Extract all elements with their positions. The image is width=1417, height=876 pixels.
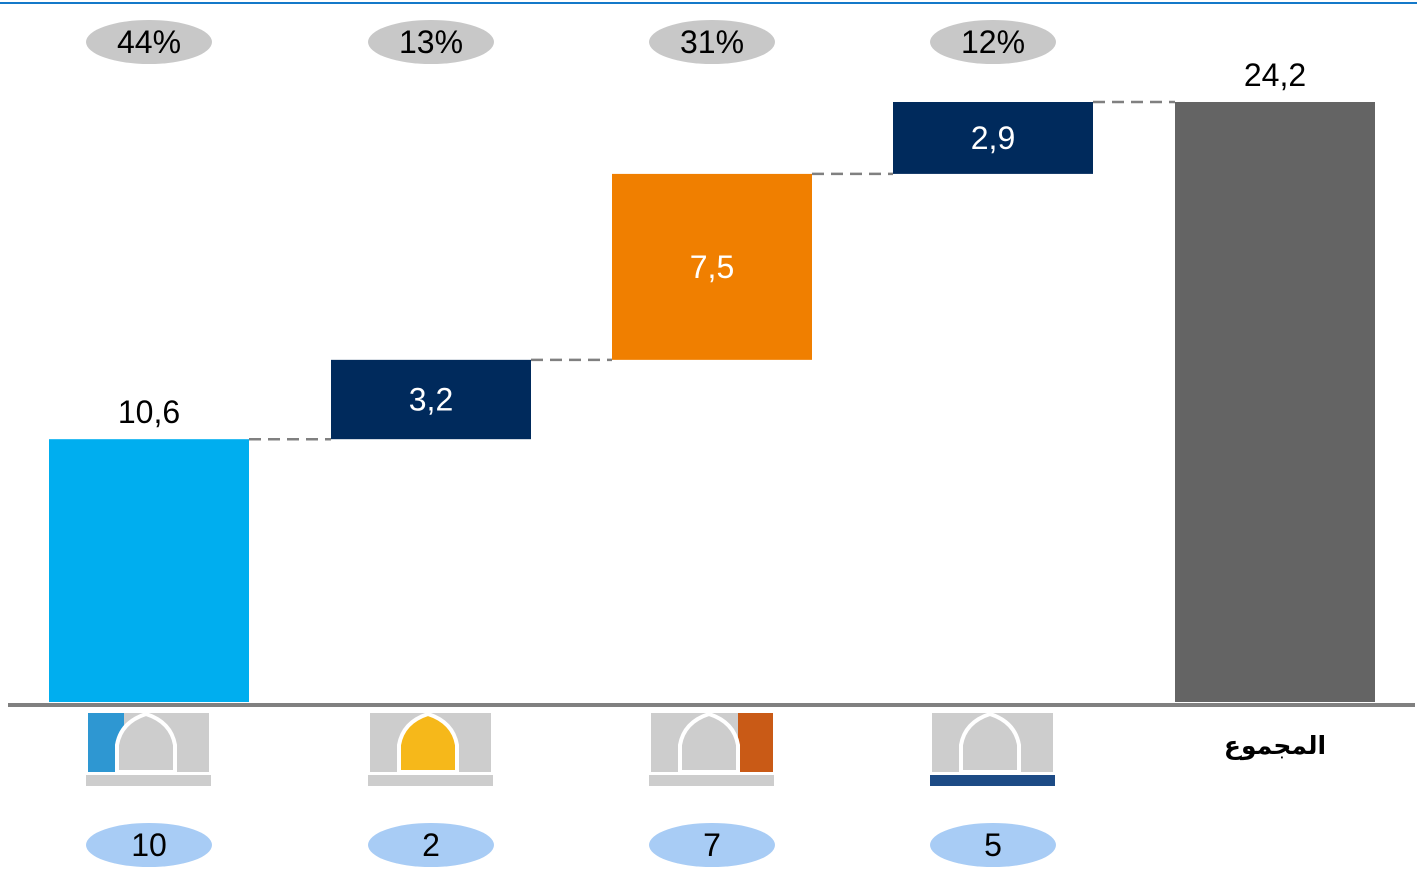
arch-icon-4 (930, 711, 1055, 786)
count-pill-2: 2 (368, 823, 494, 867)
count-pill-3: 7 (649, 823, 775, 867)
bar-3 (612, 173, 812, 360)
value-labels-layer: 10,6 3,2 7,5 2,9 24,2 (118, 57, 1306, 430)
category-icons-layer (86, 711, 1055, 786)
value-label-3: 7,5 (690, 249, 734, 285)
arch-icon-3 (649, 711, 774, 786)
value-label-4: 2,9 (971, 120, 1015, 156)
share-pill-1: 44% (86, 20, 212, 64)
bar-1 (49, 439, 249, 702)
bar-5 (1175, 102, 1375, 702)
arch-icon-2 (368, 711, 493, 786)
share-labels-layer: 44% 13% 31% 12% (86, 20, 1056, 64)
count-pill-4: 5 (930, 823, 1056, 867)
bars-layer (49, 102, 1375, 702)
bar-4 (893, 102, 1093, 174)
share-pill-2: 13% (368, 20, 494, 64)
count-labels-layer: 10 2 7 5 (86, 823, 1056, 867)
share-pill-3-text: 31% (680, 24, 744, 60)
value-label-2: 3,2 (409, 382, 453, 418)
total-category-label: المجموع (1224, 731, 1326, 761)
count-pill-1: 10 (86, 823, 212, 867)
count-pill-2-shape (368, 823, 494, 867)
value-label-5: 24,2 (1244, 57, 1306, 93)
share-pill-1-text: 44% (117, 24, 181, 60)
share-pill-2-shape (368, 20, 494, 64)
share-pill-4: 12% (930, 20, 1056, 64)
value-label-1: 10,6 (118, 394, 180, 430)
count-pill-1-shape (86, 823, 212, 867)
share-pill-1-shape (86, 20, 212, 64)
arch-icon-1 (86, 711, 211, 786)
bar-2 (331, 359, 531, 440)
share-pill-2-text: 13% (399, 24, 463, 60)
count-pill-3-shape (649, 823, 775, 867)
share-pill-3-shape (649, 20, 775, 64)
connector-layer (249, 100, 1175, 441)
count-pill-3-text: 7 (703, 827, 721, 863)
count-pill-4-text: 5 (984, 827, 1002, 863)
share-pill-4-shape (930, 20, 1056, 64)
count-pill-1-text: 10 (131, 827, 167, 863)
count-pill-2-text: 2 (422, 827, 440, 863)
count-pill-4-shape (930, 823, 1056, 867)
share-pill-4-text: 12% (961, 24, 1025, 60)
share-pill-3: 31% (649, 20, 775, 64)
